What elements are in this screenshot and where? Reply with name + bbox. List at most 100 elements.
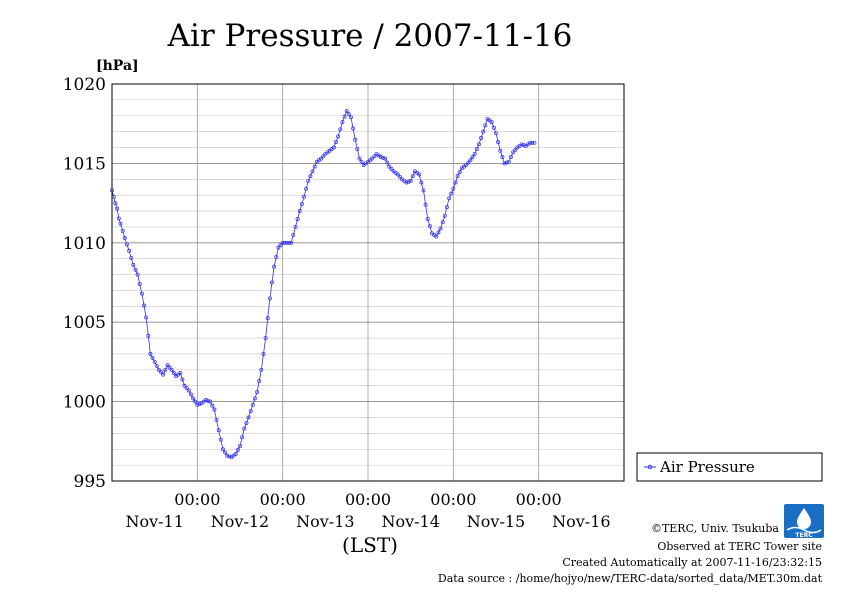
data-point bbox=[287, 240, 292, 245]
series-air-pressure bbox=[110, 109, 537, 460]
data-point bbox=[353, 137, 358, 142]
legend-marker bbox=[647, 464, 653, 470]
data-point bbox=[193, 399, 198, 404]
data-point bbox=[182, 383, 187, 388]
data-point bbox=[372, 154, 377, 159]
data-point bbox=[244, 421, 249, 425]
data-point bbox=[489, 120, 494, 125]
data-point bbox=[457, 170, 462, 175]
data-point bbox=[218, 437, 223, 442]
data-point bbox=[113, 201, 118, 206]
data-point bbox=[225, 453, 230, 458]
y-tick-label: 995 bbox=[74, 472, 106, 492]
data-point bbox=[410, 174, 415, 179]
data-point bbox=[355, 147, 360, 152]
data-point bbox=[184, 386, 189, 391]
data-point bbox=[131, 263, 136, 267]
data-point bbox=[423, 202, 428, 207]
data-point bbox=[152, 359, 157, 364]
data-point bbox=[265, 316, 270, 321]
y-tick-label: 1005 bbox=[63, 313, 106, 333]
data-point bbox=[195, 402, 200, 407]
data-point bbox=[408, 178, 413, 183]
data-point bbox=[235, 448, 240, 452]
data-point bbox=[169, 367, 174, 372]
data-point bbox=[124, 242, 129, 247]
data-point bbox=[438, 226, 443, 231]
data-point bbox=[319, 156, 324, 161]
data-point bbox=[447, 196, 452, 201]
x-tick-label-time: 00:00 bbox=[345, 490, 391, 509]
data-point bbox=[227, 454, 232, 459]
data-point bbox=[359, 159, 364, 164]
x-tick-label-time: 00:00 bbox=[430, 490, 476, 509]
data-point bbox=[479, 136, 484, 140]
x-tick-label-day: Nov-13 bbox=[296, 512, 354, 531]
y-tick-label: 1010 bbox=[63, 234, 106, 254]
data-point bbox=[508, 155, 513, 159]
data-point bbox=[178, 371, 183, 375]
data-point bbox=[436, 230, 441, 235]
data-point bbox=[171, 371, 176, 375]
data-point bbox=[261, 352, 266, 356]
terc-logo: TERC bbox=[784, 504, 824, 539]
water-drop-icon bbox=[797, 508, 811, 529]
data-point bbox=[248, 409, 253, 414]
data-point bbox=[259, 367, 264, 372]
data-point bbox=[425, 217, 430, 221]
footer-observed: Observed at TERC Tower site bbox=[657, 540, 822, 553]
data-point bbox=[417, 172, 422, 177]
x-tick-label-time: 00:00 bbox=[516, 490, 562, 509]
data-point bbox=[270, 280, 274, 285]
data-point bbox=[421, 188, 426, 193]
data-point bbox=[242, 426, 247, 431]
legend-label: Air Pressure bbox=[659, 458, 755, 476]
data-point bbox=[476, 142, 481, 147]
data-point bbox=[395, 172, 400, 177]
data-point bbox=[116, 216, 121, 221]
data-point bbox=[398, 174, 402, 179]
data-point bbox=[348, 115, 353, 120]
data-point bbox=[263, 336, 268, 341]
data-point bbox=[532, 140, 537, 145]
data-point bbox=[530, 140, 535, 145]
data-point bbox=[344, 109, 349, 113]
data-point bbox=[146, 333, 151, 338]
data-point bbox=[148, 352, 153, 356]
data-point bbox=[220, 447, 225, 452]
data-point bbox=[502, 161, 507, 166]
data-point bbox=[466, 160, 471, 165]
data-point bbox=[406, 179, 411, 184]
data-point bbox=[274, 255, 279, 260]
x-tick-label-time: 00:00 bbox=[260, 490, 306, 509]
legend-box bbox=[636, 452, 823, 482]
footer-copyright: ©TERC, Univ. Tsukuba bbox=[651, 522, 779, 535]
data-point bbox=[404, 180, 409, 185]
legend: Air Pressure bbox=[636, 452, 823, 482]
data-point bbox=[293, 224, 298, 229]
data-point bbox=[483, 123, 488, 128]
data-point bbox=[216, 428, 221, 433]
data-point bbox=[127, 248, 132, 253]
data-point bbox=[284, 240, 289, 245]
data-point bbox=[519, 142, 524, 147]
data-point bbox=[504, 160, 509, 165]
data-point bbox=[212, 407, 217, 412]
data-point bbox=[340, 120, 345, 125]
data-point bbox=[257, 379, 262, 383]
data-point bbox=[419, 180, 424, 185]
data-point bbox=[474, 147, 479, 152]
data-point bbox=[331, 145, 336, 150]
data-point bbox=[304, 186, 309, 191]
data-point bbox=[142, 303, 146, 308]
data-point bbox=[385, 160, 390, 165]
data-point bbox=[163, 367, 168, 372]
data-point bbox=[295, 217, 300, 221]
y-tick-label: 1000 bbox=[63, 393, 106, 413]
data-point bbox=[521, 143, 526, 148]
logo-text: TERC bbox=[795, 532, 813, 539]
data-point bbox=[470, 155, 475, 159]
data-point bbox=[380, 155, 385, 160]
data-point bbox=[334, 140, 338, 144]
data-point bbox=[137, 282, 142, 287]
